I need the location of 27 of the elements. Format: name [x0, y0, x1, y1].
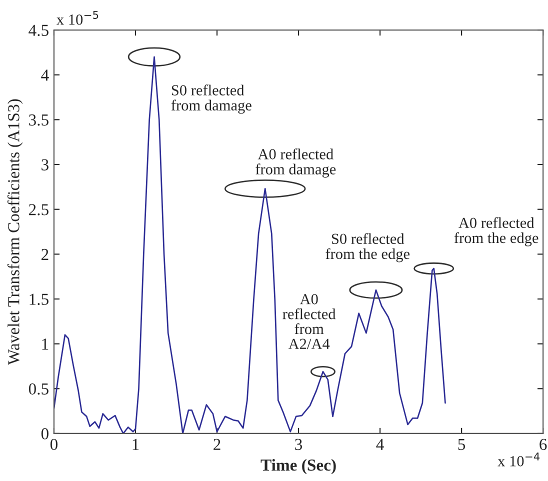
- y-tick-label: 1.5: [30, 294, 48, 306]
- x-tick-label: 3: [295, 438, 302, 450]
- line-series: [54, 56, 446, 434]
- annotation: A0 reflected from A2/A4: [282, 294, 336, 350]
- annotation: A0 reflected from the edge: [454, 217, 538, 246]
- x-tick-label: 1: [132, 438, 139, 450]
- annotation: A0 reflected from damage: [256, 148, 336, 178]
- x-tick-label: 5: [458, 438, 466, 450]
- y-tick-label: 1: [42, 338, 48, 350]
- x-tick-label: 4: [376, 438, 384, 450]
- text: x 10$^{−4}$: [498, 452, 540, 466]
- annotation: S0 reflected from the edge: [326, 233, 410, 262]
- y-axis-title: Wavelet Transform Coefficients (A1S3): [7, 99, 23, 365]
- x-tick-label: 0: [50, 438, 58, 450]
- annotation: S0 reflected from damage: [171, 84, 252, 114]
- text: x 10$^{−5}$: [56, 10, 98, 25]
- y-tick-label: 4: [41, 70, 49, 81]
- y-tick-label: 0: [41, 428, 48, 440]
- y-tick-label: 0.5: [28, 383, 48, 395]
- y-tick-label: 3: [42, 159, 48, 170]
- x-tick-label: 2: [214, 438, 220, 450]
- x-tick-label: 6: [540, 438, 547, 450]
- y-tick-label: 3.5: [29, 114, 48, 126]
- x-axis-title: Time (Sec): [260, 459, 336, 474]
- y-tick-label: 4.5: [28, 24, 48, 36]
- y-tick-label: 2: [42, 248, 48, 260]
- y-tick-label: 2.5: [29, 204, 48, 216]
